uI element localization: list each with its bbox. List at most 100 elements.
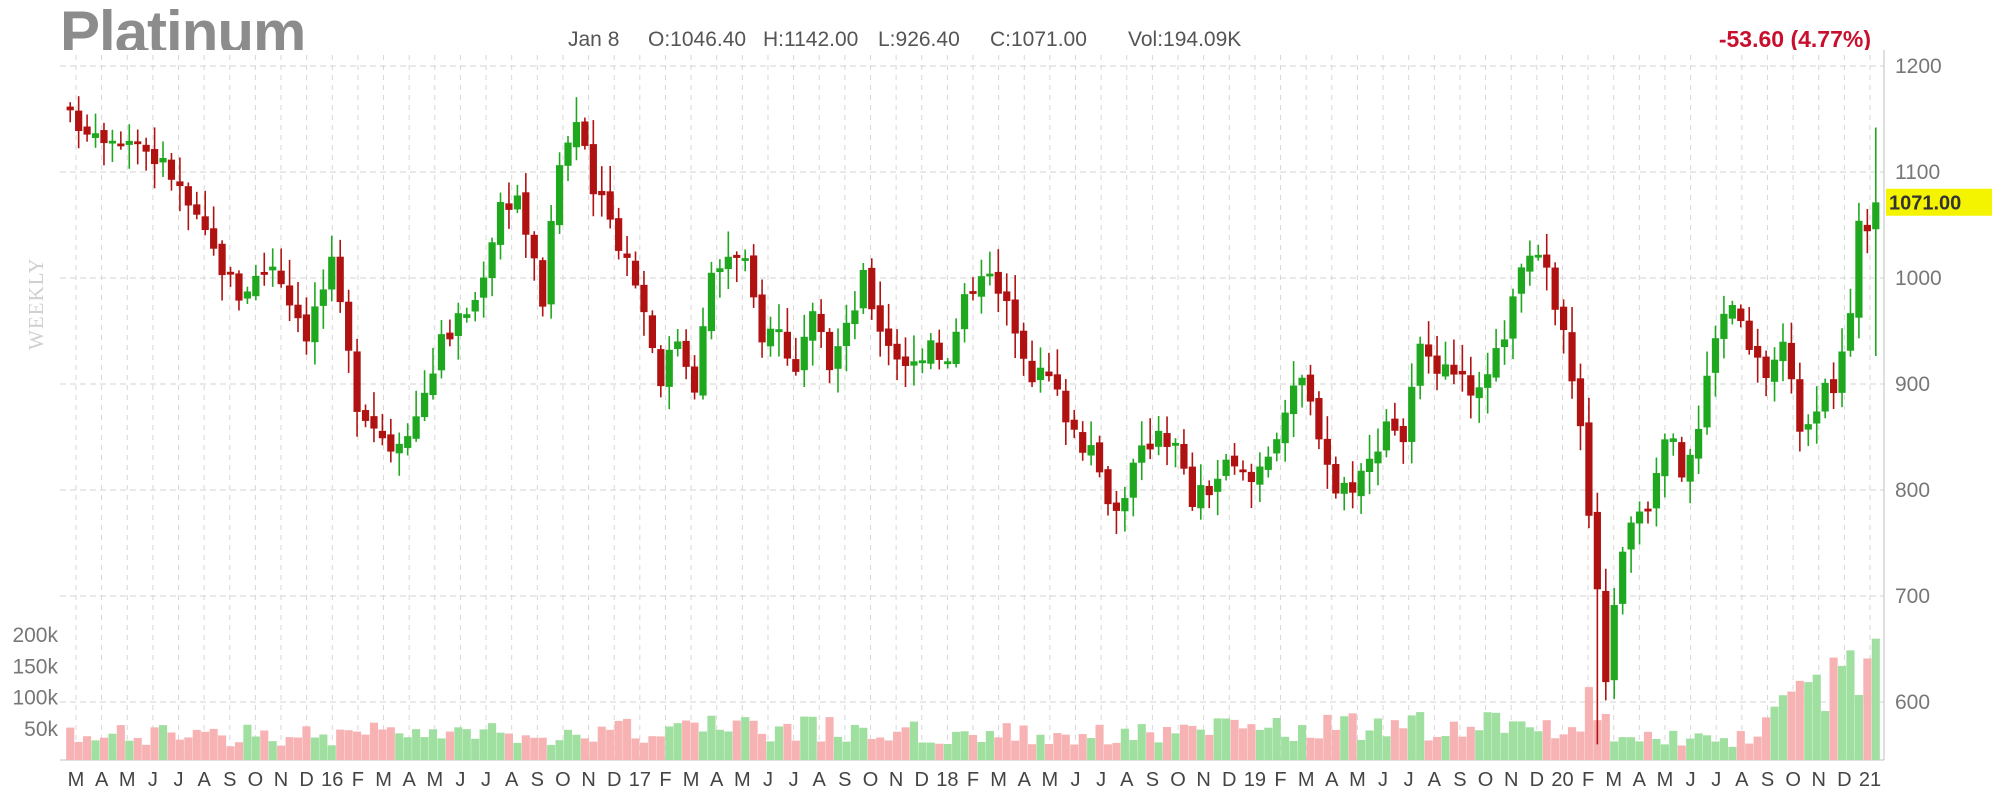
volume-bar [1492,712,1501,760]
volume-bar [260,730,269,760]
candle-body [235,273,243,301]
volume-bar [656,736,665,760]
candle-body [901,356,910,366]
volume-bar [108,733,117,760]
candle-body [598,190,606,196]
volume-bar [682,720,691,760]
volume-bar [918,742,927,760]
volume-bar [150,727,159,760]
candle-body [1475,387,1483,399]
candle-body [859,269,867,309]
volume-bar [859,727,868,760]
candle-body [1171,442,1180,446]
volume-bar [1179,724,1188,760]
candle-body [1011,299,1019,334]
candle-body [150,149,159,165]
volume-bar [563,729,573,760]
candle-body [960,294,969,330]
volume-bar [1812,674,1821,760]
volume-bar [1129,740,1138,760]
x-tick-label: J [455,769,465,791]
volume-bar [1154,742,1163,760]
volume-bar [1222,718,1231,760]
volume-bar [369,722,379,760]
volume-bar [1821,711,1830,760]
volume-value: Vol:194.09K [1128,28,1242,51]
x-tick-label: O [248,769,264,791]
candle-body [1711,338,1720,373]
candle-body [176,181,184,187]
candle-body [496,202,505,245]
candle-body [1568,332,1576,382]
volume-bar [243,724,252,760]
candle-body [1678,442,1686,478]
candle-body [1214,478,1222,492]
volume-bar [867,739,876,760]
x-tick-label: 17 [629,769,651,791]
x-tick-label: A [95,769,109,791]
candle-body [1686,454,1694,482]
x-tick-label: S [1146,769,1159,791]
candle-body [1838,351,1846,393]
candle-body [75,110,83,131]
volume-tick-label: 50k [24,718,58,741]
volume-bar [1323,714,1332,760]
volume-bar [1635,741,1644,760]
candle-body [1517,267,1526,294]
volume-bar [1686,738,1695,760]
volume-bar [234,742,244,760]
volume-bar [1196,729,1205,760]
candle-body [1003,291,1011,302]
candle-body [108,140,117,144]
volume-bar [1745,743,1754,760]
volume-bar [698,731,708,760]
volume-bar [1567,727,1577,760]
volume-bar [842,741,851,760]
x-tick-label: M [1349,769,1366,791]
candle-body [707,272,716,332]
candle-body [142,144,150,152]
candle-body [1062,390,1070,423]
x-tick-label: 20 [1551,769,1573,791]
candle-body [572,122,581,148]
volume-bar [960,731,969,760]
candle-body [471,300,479,312]
volume-bar [293,737,303,760]
candle-body [1737,308,1745,322]
candle-body [1155,430,1163,447]
volume-bar [133,737,142,760]
volume-bar [158,725,168,760]
volume-bar [952,731,961,760]
x-tick-label: O [1785,769,1801,791]
x-tick-label: D [1222,769,1236,791]
volume-bar [277,745,286,760]
x-tick-label: S [838,769,851,791]
volume-bar [749,720,758,760]
candle-body [1315,398,1323,440]
volume-bar [1584,687,1593,760]
open-value: O:1046.40 [648,28,747,51]
candle-body [876,305,884,332]
volume-bar [1331,729,1340,760]
volume-bar [968,734,978,760]
candle-body [193,204,201,215]
x-tick-label: J [1711,769,1721,791]
candle-body [1450,364,1458,375]
candle-body [615,218,623,251]
candle-body [834,346,842,369]
candle-body [1273,439,1281,454]
candle-body [1610,605,1618,681]
candle-body [555,165,564,226]
candle-body [1138,445,1146,463]
volume-bar [1019,725,1028,760]
volume-bar [1399,728,1408,760]
candle-body [1754,345,1762,358]
candle-body [1256,466,1264,485]
x-tick-label: D [915,769,929,791]
volume-bar [1188,725,1197,760]
candle-body [404,436,412,448]
candle-body [690,366,699,393]
candle-body [1804,424,1812,430]
candle-body [724,256,732,270]
